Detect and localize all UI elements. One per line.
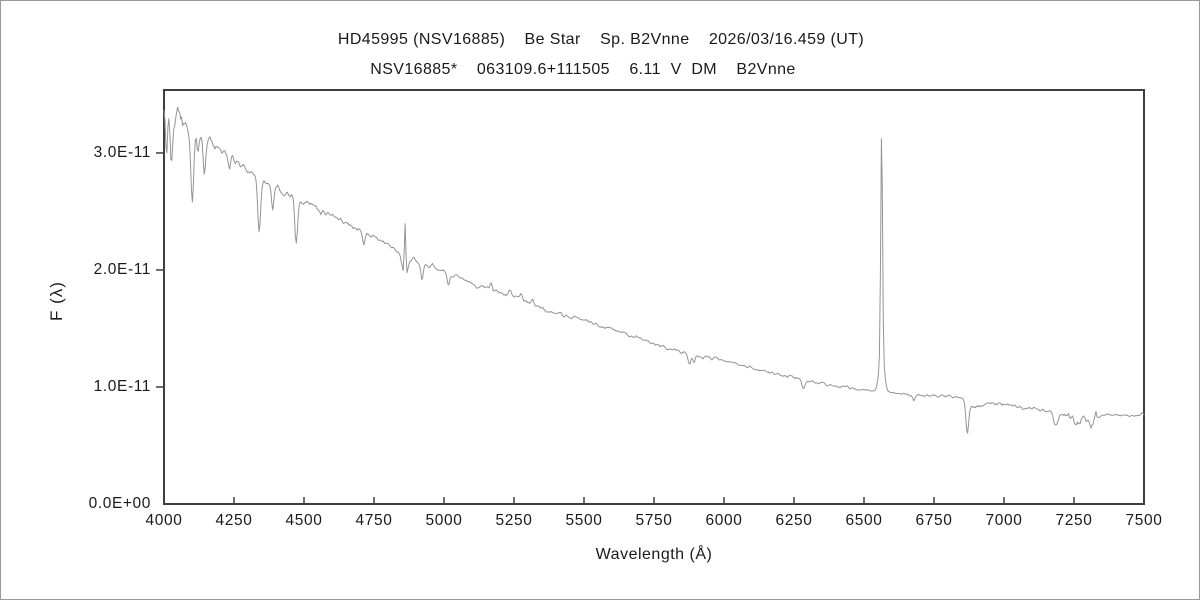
- x-tick-label: 5250: [495, 512, 533, 529]
- x-tick-label: 7000: [985, 512, 1023, 529]
- y-tick-label: 0.0E+00: [88, 495, 151, 512]
- x-axis-title: Wavelength (Å): [595, 546, 713, 563]
- x-tick-label: 5750: [635, 512, 673, 529]
- x-tick-label: 4250: [215, 512, 253, 529]
- x-tick-label: 4000: [145, 512, 183, 529]
- x-tick-label: 6750: [915, 512, 953, 529]
- y-tick-label: 2.0E-11: [93, 260, 151, 278]
- y-tick-label: 1.0E-11: [93, 377, 151, 395]
- chart-subtitle: NSV16885* 063109.6+111505 6.11 V DM B2Vn…: [370, 61, 796, 78]
- y-tick-label: 3.0E-11: [93, 143, 151, 161]
- x-tick-label: 5500: [565, 512, 603, 529]
- chart-title: HD45995 (NSV16885) Be Star Sp. B2Vnne 20…: [337, 31, 865, 48]
- x-tick-label: 4750: [355, 512, 393, 529]
- x-tick-label: 5000: [425, 512, 463, 529]
- spectrum-line: [163, 106, 1145, 434]
- plot-frame: [163, 89, 1145, 505]
- x-tick-label: 7500: [1125, 512, 1163, 529]
- x-tick-label: 7250: [1055, 512, 1093, 529]
- x-tick-label: 4500: [285, 512, 323, 529]
- x-tick-label: 6250: [775, 512, 813, 529]
- x-tick-label: 6500: [845, 512, 883, 529]
- x-tick-label: 6000: [705, 512, 743, 529]
